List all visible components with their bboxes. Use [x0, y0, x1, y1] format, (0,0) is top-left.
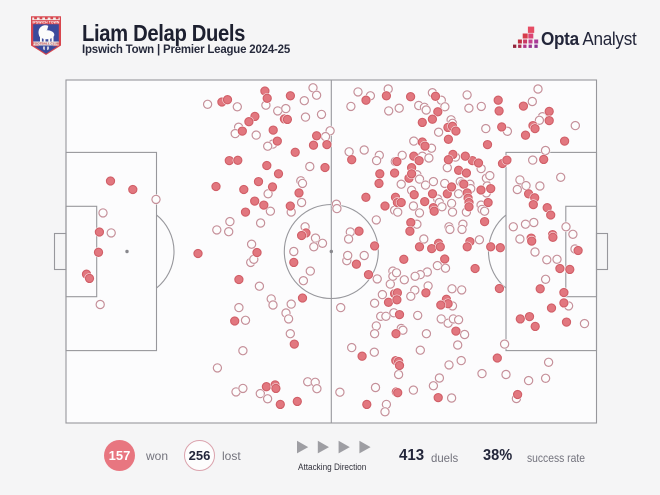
svg-text:IPSWICH TOWN: IPSWICH TOWN [33, 21, 60, 25]
svg-text:FOOTBALL CLUB: FOOTBALL CLUB [33, 42, 60, 46]
